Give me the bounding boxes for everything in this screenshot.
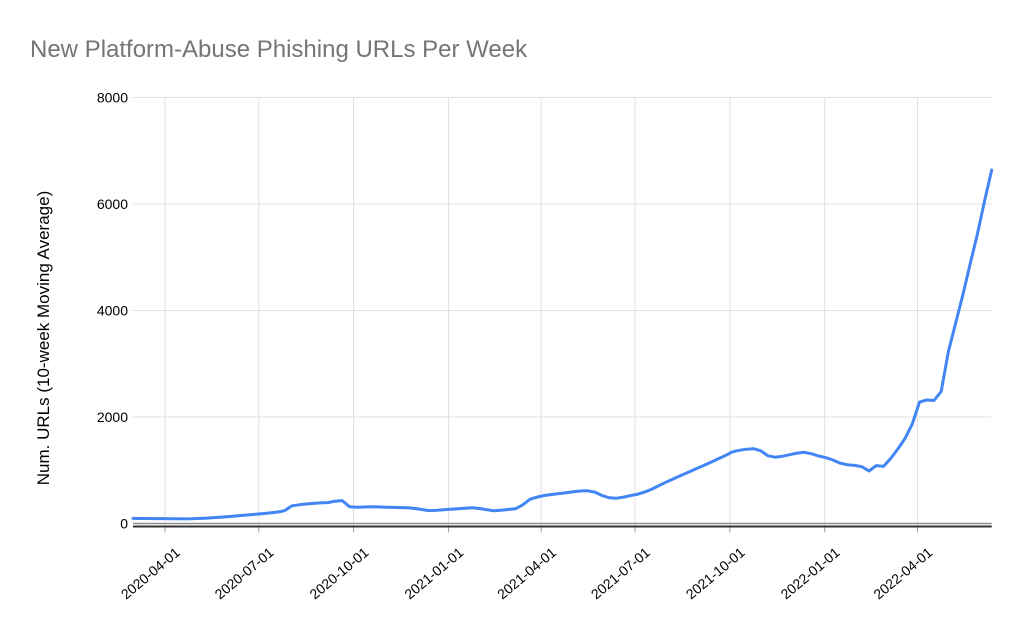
y-tick-label: 0 [120, 516, 128, 532]
y-tick-label: 6000 [97, 196, 128, 212]
x-tick-label: 2020-07-01 [212, 544, 277, 602]
x-tick-label: 2021-10-01 [683, 544, 748, 602]
x-tick-label: 2021-07-01 [588, 544, 653, 602]
x-tick-label: 2020-10-01 [306, 544, 371, 602]
x-tick-label: 2022-04-01 [870, 544, 935, 602]
chart-title: New Platform-Abuse Phishing URLs Per Wee… [30, 36, 528, 63]
y-tick-label: 2000 [97, 409, 128, 425]
x-tick-label: 2020-04-01 [118, 544, 183, 602]
y-axis-title: Num. URLs (10-week Moving Average) [34, 190, 53, 486]
x-tick-label: 2021-01-01 [401, 544, 466, 602]
x-tick-label: 2021-04-01 [494, 544, 559, 602]
y-tick-label: 4000 [97, 303, 128, 319]
y-tick-label: 8000 [97, 90, 128, 106]
series-line [131, 168, 994, 521]
x-tick-label: 2022-01-01 [777, 544, 842, 602]
